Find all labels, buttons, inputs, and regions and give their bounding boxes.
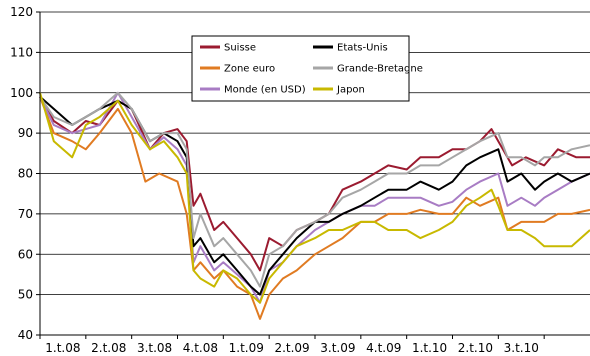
- x-tick-label: 4.t.09: [366, 341, 401, 355]
- x-tick-label: 1.t.10: [412, 341, 447, 355]
- series-line: [39, 92, 590, 304]
- x-tick-labels: 1.t.08 2.t.08 3.t.08 4.t.08 1.t.09 2.t.09 3.t.…: [45, 341, 539, 355]
- legend-box: [191, 35, 410, 102]
- series-line: [39, 96, 590, 320]
- x-tick-label: 2.t.08: [91, 341, 126, 355]
- y-tick-label: 70: [18, 207, 33, 221]
- x-tick-label: 3.t.09: [320, 341, 355, 355]
- legend-label: Grande-Bretagne: [337, 64, 423, 75]
- y-tick-label: 60: [18, 247, 33, 261]
- legend-label: Japon: [336, 85, 365, 96]
- x-tick-label: 3.t.08: [137, 341, 172, 355]
- series-line: [39, 91, 590, 288]
- x-tick-label: 4.t.08: [183, 341, 218, 355]
- y-tick-label: 80: [18, 167, 33, 181]
- x-tick-label: 2.t.09: [274, 341, 309, 355]
- legend: Suisse Zone euro Monde (en USD) Etats-Unis G…: [191, 35, 423, 102]
- series-lines: [39, 91, 590, 320]
- x-tick-label: 2.t.10: [458, 341, 493, 355]
- axes: [36, 11, 590, 339]
- y-tick-label: 90: [18, 126, 33, 140]
- y-tick-label: 50: [18, 288, 33, 302]
- x-tick-label: 3.t.10: [504, 341, 539, 355]
- y-tick-label: 120: [10, 5, 33, 19]
- y-tick-label: 110: [10, 45, 33, 59]
- legend-label: Etats-Unis: [337, 43, 388, 54]
- x-tick-label: 1.t.09: [229, 341, 264, 355]
- legend-label: Zone euro: [224, 64, 275, 75]
- x-tick-label: 1.t.08: [45, 341, 80, 355]
- y-tick-label: 100: [10, 86, 33, 100]
- legend-label: Suisse: [224, 43, 256, 54]
- y-tick-labels: 40 50 60 70 80 90 100 110 120: [10, 5, 33, 342]
- y-tick-label: 40: [18, 328, 33, 342]
- legend-label: Monde (en USD): [224, 85, 306, 96]
